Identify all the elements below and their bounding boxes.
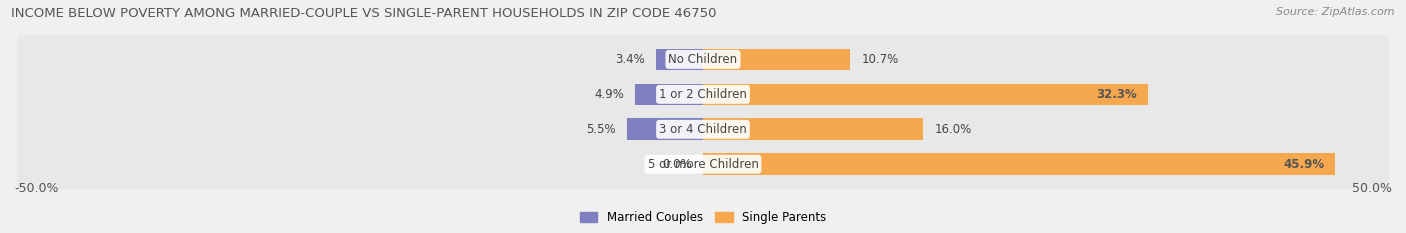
Bar	[703, 118, 924, 140]
FancyBboxPatch shape	[17, 35, 1389, 84]
Text: 16.0%: 16.0%	[935, 123, 972, 136]
Bar	[703, 49, 851, 70]
FancyBboxPatch shape	[17, 69, 1389, 119]
Text: 45.9%: 45.9%	[1284, 158, 1324, 171]
Text: No Children: No Children	[668, 53, 738, 66]
Text: 50.0%: 50.0%	[1353, 182, 1392, 195]
FancyBboxPatch shape	[17, 105, 1389, 154]
Text: 32.3%: 32.3%	[1097, 88, 1137, 101]
Text: -50.0%: -50.0%	[14, 182, 59, 195]
Text: INCOME BELOW POVERTY AMONG MARRIED-COUPLE VS SINGLE-PARENT HOUSEHOLDS IN ZIP COD: INCOME BELOW POVERTY AMONG MARRIED-COUPL…	[11, 7, 717, 20]
Text: 5.5%: 5.5%	[586, 123, 616, 136]
Legend: Married Couples, Single Parents: Married Couples, Single Parents	[575, 206, 831, 229]
Bar	[703, 154, 1336, 175]
Text: 0.0%: 0.0%	[662, 158, 692, 171]
Bar	[703, 84, 1149, 105]
Text: 4.9%: 4.9%	[595, 88, 624, 101]
Bar	[627, 118, 703, 140]
FancyBboxPatch shape	[17, 139, 1389, 189]
Bar	[636, 84, 703, 105]
Text: 5 or more Children: 5 or more Children	[648, 158, 758, 171]
Text: Source: ZipAtlas.com: Source: ZipAtlas.com	[1277, 7, 1395, 17]
Bar	[657, 49, 703, 70]
Text: 3 or 4 Children: 3 or 4 Children	[659, 123, 747, 136]
Text: 3.4%: 3.4%	[616, 53, 645, 66]
Text: 10.7%: 10.7%	[862, 53, 898, 66]
Text: 1 or 2 Children: 1 or 2 Children	[659, 88, 747, 101]
